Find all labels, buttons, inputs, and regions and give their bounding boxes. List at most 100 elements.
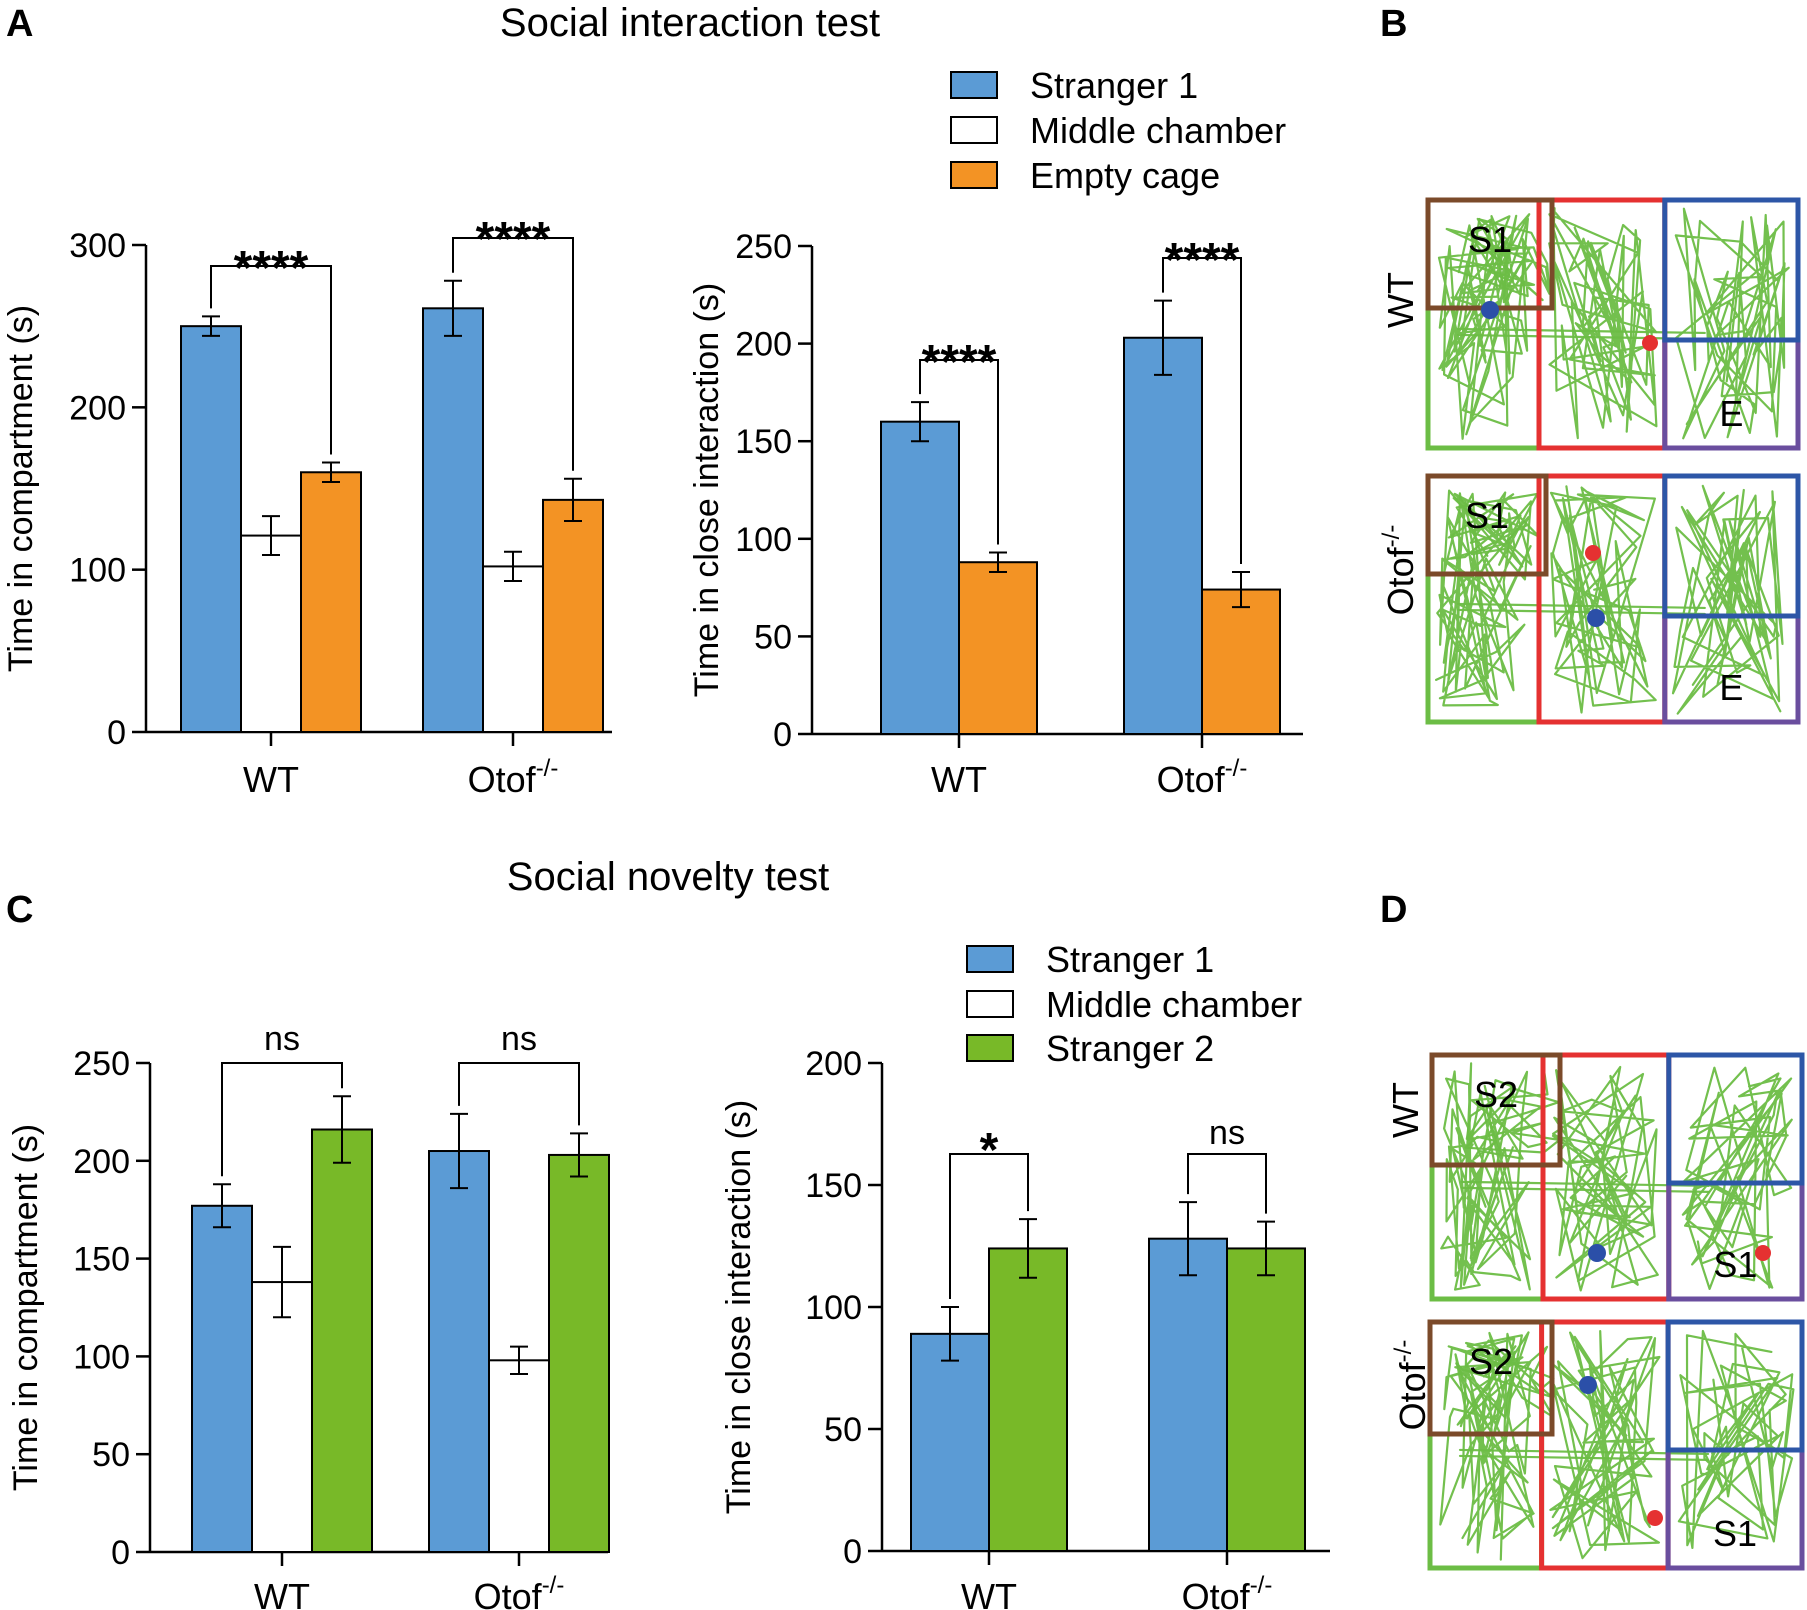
y-tick-label: 50 [824, 1411, 862, 1449]
bar [191, 1204, 253, 1553]
y-tick-label: 200 [69, 389, 126, 427]
y-tick-label: 0 [111, 1534, 130, 1572]
legend-a-item: Middle chamber [950, 110, 1286, 151]
tracking-d-row2-sup: -/- [1390, 1340, 1417, 1363]
bar [1201, 588, 1281, 735]
bar [311, 1128, 373, 1554]
bar [1226, 1247, 1306, 1552]
tracking-b-row2-base: Otof [1380, 546, 1421, 615]
zone-label-left: S1 [1468, 219, 1512, 260]
x-tick-label-sup: -/- [536, 755, 559, 782]
track-middle [1548, 207, 1658, 440]
tracking-b-otof: S1 E [1425, 473, 1801, 725]
track-right [1674, 207, 1790, 440]
y-tick-label: 200 [805, 1045, 862, 1083]
chart-c-compartment: 0 50 100 150 200 250 Time in compartment (s) WT… [7, 1020, 610, 1610]
x-tick-label: WT [243, 759, 299, 800]
zone-left-top [1427, 1319, 1555, 1437]
legend-a-label: Empty cage [1030, 155, 1220, 196]
tracking-b-row1-label: WT [1380, 272, 1421, 328]
significance-bracket [1187, 1153, 1267, 1214]
significance-label: ns [1209, 1114, 1245, 1152]
panel-c-letter: C [6, 889, 33, 931]
legend-a-item: Empty cage [950, 155, 1220, 196]
y-axis-label: Time in compartment (s) [7, 1124, 45, 1491]
zone-label-right: S1 [1713, 1513, 1757, 1554]
end-dot [1585, 545, 1601, 561]
legend-a-swatch-middle [950, 116, 998, 144]
x-tick-label: Otof-/- [1182, 1572, 1273, 1610]
start-dot [1481, 301, 1499, 319]
y-tick-label: 250 [73, 1045, 130, 1083]
significance-label: ns [501, 1020, 537, 1058]
start-dot [1588, 1244, 1606, 1262]
x-tick-label: WT [254, 1576, 310, 1610]
zone-right-top [1662, 197, 1801, 343]
y-axis-label: Time in compartment (s) [2, 305, 40, 672]
movement-track [1440, 1062, 1793, 1292]
bar [958, 561, 1038, 735]
tracking-b-row2-sup: -/- [1378, 525, 1405, 548]
y-tick-label: 50 [92, 1436, 130, 1474]
x-tick-label-sup: -/- [542, 1572, 565, 1599]
bar [988, 1247, 1068, 1552]
legend-c-swatch-middle [966, 990, 1014, 1018]
legend-c: Stranger 1 Middle chamber Stranger 2 [966, 939, 1302, 1069]
bar [880, 420, 960, 735]
x-tick-label-base: Otof [1157, 759, 1226, 800]
y-tick-label: 250 [735, 228, 792, 266]
zone-right-top [1666, 1052, 1805, 1186]
legend-a-item: Stranger 1 [950, 65, 1198, 106]
x-tick-label-base: Otof [1182, 1576, 1251, 1610]
track-middle [1549, 485, 1657, 714]
significance-bracket [919, 359, 999, 545]
legend-c-item: Stranger 2 [966, 1028, 1214, 1069]
legend-c-label: Middle chamber [1046, 984, 1302, 1025]
y-tick-label: 150 [805, 1167, 862, 1205]
x-tick-label: Otof-/- [1157, 755, 1248, 800]
significance-label: **** [922, 336, 997, 389]
significance-bracket [1162, 257, 1242, 564]
y-tick-label: 0 [843, 1533, 862, 1571]
y-axis-label: Time in close interaction (s) [688, 283, 726, 697]
significance-label: ns [264, 1020, 300, 1058]
bar [240, 534, 302, 733]
y-tick-label: 200 [73, 1143, 130, 1181]
track-middle [1549, 1330, 1661, 1560]
y-tick-label: 300 [69, 227, 126, 265]
y-tick-label: 200 [735, 326, 792, 364]
legend-c-label: Stranger 2 [1046, 1028, 1214, 1069]
legend-a-label: Stranger 1 [1030, 65, 1198, 106]
zone-label-right: E [1719, 393, 1743, 434]
x-tick-label: Otof-/- [474, 1572, 565, 1610]
track-cage [1464, 1068, 1561, 1161]
significance-bracket [210, 265, 332, 455]
end-dot [1647, 1510, 1663, 1526]
y-tick-label: 100 [69, 552, 126, 590]
panel-d-letter: D [1380, 889, 1407, 931]
zone-left-top [1429, 1052, 1563, 1168]
tracking-b-row2-label: Otof-/- [1378, 525, 1421, 616]
significance-bracket [949, 1153, 1029, 1299]
significance-bracket [458, 1062, 580, 1126]
chart-c-close-interaction: 0 50 100 150 200 Time in close interaction (s… [720, 1045, 1330, 1610]
panel-a-letter: A [6, 3, 33, 45]
y-tick-label: 150 [73, 1241, 130, 1279]
legend-a-swatch-empty-cage [950, 161, 998, 189]
y-tick-label: 50 [754, 618, 792, 656]
tracking-d-otof: S2 S1 [1427, 1319, 1805, 1571]
movement-track [1437, 207, 1790, 440]
tracking-d-row2-base: Otof [1392, 1361, 1433, 1430]
zone-left-top [1425, 473, 1549, 577]
start-dot [1579, 1376, 1597, 1394]
significance-label: **** [476, 213, 551, 266]
y-axis-label: Time in close interaction (s) [720, 1100, 758, 1514]
zone-label-right: E [1719, 667, 1743, 708]
y-tick-label: 100 [805, 1289, 862, 1327]
zone-right-top [1662, 473, 1801, 619]
zone-label-left: S2 [1474, 1074, 1518, 1115]
panel-b-letter: B [1380, 3, 1407, 45]
y-tick-label: 100 [735, 521, 792, 559]
legend-a-label: Middle chamber [1030, 110, 1286, 151]
